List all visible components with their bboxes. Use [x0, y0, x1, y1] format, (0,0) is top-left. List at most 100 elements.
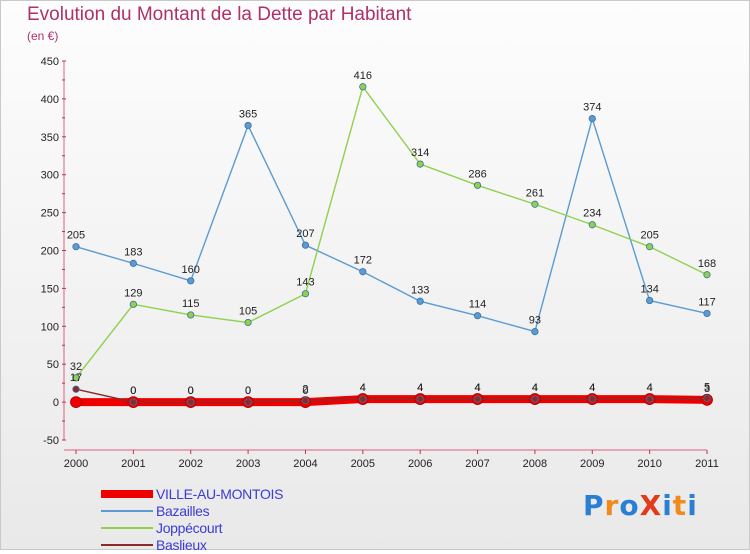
data-point-bazailles: [531, 328, 539, 336]
y-tick-label: 450: [41, 56, 59, 68]
data-label-baslieux: 17: [70, 372, 82, 384]
data-point-baslieux: [588, 395, 596, 403]
data-label-ville-au-montois: 0: [245, 385, 251, 397]
legend-swatch-joppecourt: [101, 527, 153, 529]
series-line-bazailles: [75, 117, 708, 333]
data-point-baslieux: [72, 385, 80, 393]
x-tick-label: 2003: [236, 458, 260, 470]
unit-label: (en €): [27, 29, 59, 43]
data-label-joppecourt: 129: [124, 287, 142, 299]
x-tick-label: 2007: [465, 458, 489, 470]
data-point-baslieux: [359, 395, 367, 403]
data-label-baslieux: 0: [188, 385, 194, 397]
data-label-bazailles: 183: [124, 246, 142, 258]
data-label-joppecourt: 314: [411, 147, 429, 159]
data-label-joppecourt: 286: [468, 168, 486, 180]
data-label-ville-au-montois: 4: [647, 382, 653, 394]
data-point-baslieux: [531, 395, 539, 403]
data-point-bazailles: [301, 241, 310, 249]
data-point-bazailles: [646, 296, 654, 305]
data-point-bazailles: [416, 297, 424, 305]
data-label-baslieux: 0: [130, 385, 136, 397]
data-point-bazailles: [359, 268, 367, 276]
y-tick-label: 50: [47, 359, 59, 371]
data-point-baslieux: [244, 398, 252, 406]
data-point-joppecourt: [703, 271, 711, 279]
data-label-bazailles: 374: [583, 102, 601, 114]
x-tick-label: 2008: [523, 458, 547, 470]
data-label-baslieux: 5: [704, 381, 710, 393]
data-point-joppecourt: [588, 221, 596, 229]
data-label-joppecourt: 143: [296, 277, 314, 289]
data-label-baslieux: 4: [417, 382, 423, 394]
data-label-baslieux: 4: [647, 382, 653, 394]
legend-label-baslieux: Baslieux: [156, 537, 207, 553]
data-label-joppecourt: 115: [182, 298, 200, 310]
data-label-ville-au-montois: 4: [360, 382, 366, 394]
data-point-bazailles: [703, 309, 711, 318]
data-point-joppecourt: [244, 318, 252, 327]
data-label-bazailles: 205: [67, 230, 85, 242]
data-label-bazailles: 160: [182, 264, 200, 276]
data-point-bazailles: [129, 259, 137, 267]
data-label-baslieux: 4: [474, 382, 480, 394]
data-point-joppecourt: [473, 181, 482, 189]
data-point-joppecourt: [129, 300, 137, 308]
data-label-ville-au-montois: 4: [532, 382, 538, 394]
data-point-baslieux: [473, 395, 482, 403]
y-tick-label: 0: [53, 397, 59, 409]
data-label-bazailles: 134: [640, 284, 658, 296]
data-point-joppecourt: [187, 311, 195, 319]
y-tick-label: 200: [41, 246, 59, 258]
data-label-baslieux: 4: [360, 382, 366, 394]
legend-label-bazailles: Bazailles: [156, 503, 210, 519]
y-tick-label: 150: [41, 283, 59, 295]
x-tick-label: 2009: [580, 458, 604, 470]
data-label-joppecourt: 261: [526, 187, 544, 199]
data-label-ville-au-montois: 4: [589, 382, 595, 394]
data-label-bazailles: 207: [296, 228, 314, 240]
data-label-bazailles: 133: [411, 284, 429, 296]
data-label-joppecourt: 234: [583, 208, 601, 220]
x-tick-label: 2000: [64, 458, 88, 470]
data-point-baslieux: [646, 395, 654, 403]
y-tick-label: 400: [41, 94, 59, 106]
x-tick-label: 2011: [695, 458, 719, 470]
y-tick-label: 350: [41, 132, 59, 144]
x-tick-label: 2006: [408, 458, 432, 470]
data-label-bazailles: 114: [469, 299, 487, 311]
data-point-ville-au-montois: [70, 396, 82, 409]
data-point-bazailles: [473, 312, 482, 320]
data-label-bazailles: 117: [698, 296, 716, 308]
legend-label-joppecourt: Joppécourt: [156, 520, 223, 536]
data-point-bazailles: [72, 243, 80, 251]
data-point-joppecourt: [416, 160, 424, 168]
data-point-joppecourt: [531, 200, 539, 208]
data-label-ville-au-montois: 4: [417, 382, 423, 394]
y-tick-label: 250: [41, 208, 59, 220]
data-label-ville-au-montois: 3: [704, 383, 710, 395]
data-point-baslieux: [416, 395, 424, 403]
data-label-baslieux: 2: [302, 384, 308, 396]
data-label-ville-au-montois: 0: [302, 385, 308, 397]
series-line-joppecourt: [75, 86, 708, 379]
data-label-joppecourt: 205: [640, 230, 658, 242]
y-tick-label: 300: [41, 170, 59, 182]
data-label-baslieux: 0: [245, 385, 251, 397]
data-label-joppecourt: 168: [698, 258, 716, 270]
data-label-joppecourt: 416: [354, 70, 372, 82]
data-point-joppecourt: [646, 243, 654, 251]
data-point-bazailles: [244, 121, 252, 130]
x-tick-label: 2004: [293, 458, 317, 470]
series-line-baslieux: [75, 388, 708, 403]
y-tick-label: -50: [43, 435, 59, 447]
data-label-bazailles: 172: [354, 255, 372, 267]
data-point-bazailles: [588, 115, 596, 123]
data-point-joppecourt: [301, 290, 310, 298]
data-point-baslieux: [129, 398, 137, 406]
data-label-bazailles: 365: [239, 108, 257, 120]
data-label-ville-au-montois: 4: [474, 382, 480, 394]
chart-title: Evolution du Montant de la Dette par Hab…: [27, 4, 412, 25]
legend-swatch-baslieux: [101, 544, 153, 546]
